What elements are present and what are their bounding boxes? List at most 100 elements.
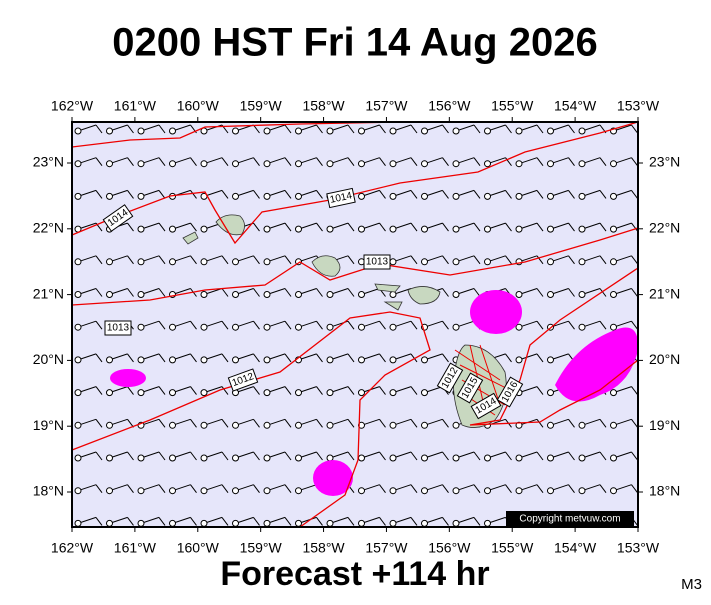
barb-station <box>232 291 239 298</box>
barb-station <box>232 356 239 364</box>
barb-station <box>295 225 302 233</box>
wind-barb <box>610 288 638 298</box>
wind-barb <box>295 124 323 135</box>
wind-barb <box>578 157 607 168</box>
wind-barb <box>169 157 197 168</box>
wind-barb <box>421 222 449 233</box>
wind-barb <box>74 451 103 462</box>
barb-station <box>421 389 428 397</box>
wind-barb <box>421 255 449 266</box>
wind-barb <box>578 255 607 266</box>
barb-station <box>358 356 365 364</box>
barb-flag <box>410 386 418 395</box>
barb-station <box>515 225 523 233</box>
barb-flag <box>410 451 418 461</box>
wind-barb <box>74 320 103 331</box>
barb-station <box>452 291 460 298</box>
barb-station <box>421 519 428 527</box>
wind-barb <box>421 124 449 135</box>
wind-barb <box>106 157 134 168</box>
barb-station <box>295 454 302 462</box>
barb-flag <box>127 190 134 199</box>
barb-flag <box>473 124 481 134</box>
wind-barb <box>421 484 449 495</box>
wind-barb <box>74 124 103 135</box>
wind-barb <box>169 124 197 135</box>
wind-barb <box>137 451 166 462</box>
barb-flag <box>599 418 607 428</box>
barb-flag <box>410 222 418 232</box>
rain-area <box>313 460 353 496</box>
lat-label: 19°N <box>649 417 680 433</box>
barb-flag <box>284 255 292 265</box>
barb-station <box>421 454 428 462</box>
barb-station <box>326 225 334 233</box>
wind-barb <box>169 222 197 233</box>
barb-station <box>452 323 460 331</box>
barb-station <box>452 258 460 266</box>
barb-station <box>421 225 428 233</box>
lon-label: 162°W <box>51 540 94 556</box>
wind-barb <box>200 451 229 462</box>
barb-flag <box>536 222 544 232</box>
barb-station <box>547 291 554 298</box>
wind-barb <box>358 157 386 168</box>
wind-barb <box>578 418 607 429</box>
wind-barb <box>452 189 481 200</box>
wind-barb <box>326 418 355 429</box>
wind-barb <box>358 189 386 200</box>
isobar-label: 1013 <box>366 257 389 268</box>
barb-station <box>200 323 208 331</box>
barb-station <box>610 323 617 331</box>
barb-station <box>578 258 586 266</box>
barb-station <box>263 519 271 527</box>
wind-barb <box>515 353 544 364</box>
barb-station <box>452 454 460 462</box>
barb-station <box>358 519 365 527</box>
wind-barb <box>263 157 292 168</box>
barb-station <box>106 192 113 200</box>
barb-flag <box>473 222 481 232</box>
barb-flag <box>127 451 134 461</box>
wind-barb <box>232 516 260 527</box>
barb-station <box>200 389 208 397</box>
barb-flag <box>253 484 260 494</box>
barb-flag <box>284 484 292 494</box>
barb-flag <box>631 222 638 232</box>
barb-station <box>232 421 239 429</box>
copyright-box <box>506 511 634 526</box>
wind-barb <box>200 189 229 200</box>
barb-flag <box>316 320 323 330</box>
barb-flag <box>536 255 544 265</box>
barb-flag <box>127 124 134 134</box>
wind-barb <box>200 288 229 298</box>
barb-station <box>295 519 302 527</box>
barb-station <box>547 160 554 168</box>
barb-station <box>74 487 82 495</box>
barb-flag <box>316 418 323 428</box>
wind-barb <box>232 484 260 495</box>
barb-flag <box>221 320 229 330</box>
barb-flag <box>284 451 292 461</box>
barb-flag <box>347 451 355 461</box>
barb-station <box>295 127 302 135</box>
wind-barb <box>421 353 449 364</box>
wind-barb <box>421 516 449 527</box>
barb-station <box>578 323 586 331</box>
wind-barb <box>169 255 197 266</box>
barb-station <box>263 356 271 364</box>
wind-barb <box>106 418 134 429</box>
barb-station <box>232 127 239 135</box>
wind-barb <box>515 157 544 168</box>
wind-barb <box>74 288 103 298</box>
wind-barb <box>232 320 260 331</box>
barb-flag <box>568 288 575 297</box>
wind-barb <box>452 124 481 135</box>
copyright: Copyright metvuw.com <box>519 514 620 525</box>
barb-flag <box>347 320 355 330</box>
barb-station <box>452 519 460 527</box>
barb-station <box>106 421 113 429</box>
wind-barb <box>169 320 197 331</box>
barb-flag <box>536 451 544 461</box>
barb-station <box>326 323 334 331</box>
